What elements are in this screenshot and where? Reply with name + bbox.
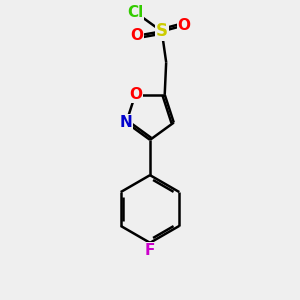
Text: O: O — [129, 87, 142, 102]
Text: O: O — [177, 18, 190, 33]
Text: O: O — [130, 28, 143, 43]
Text: S: S — [156, 22, 168, 40]
Text: F: F — [145, 243, 155, 258]
Text: N: N — [120, 115, 133, 130]
Text: Cl: Cl — [127, 5, 143, 20]
